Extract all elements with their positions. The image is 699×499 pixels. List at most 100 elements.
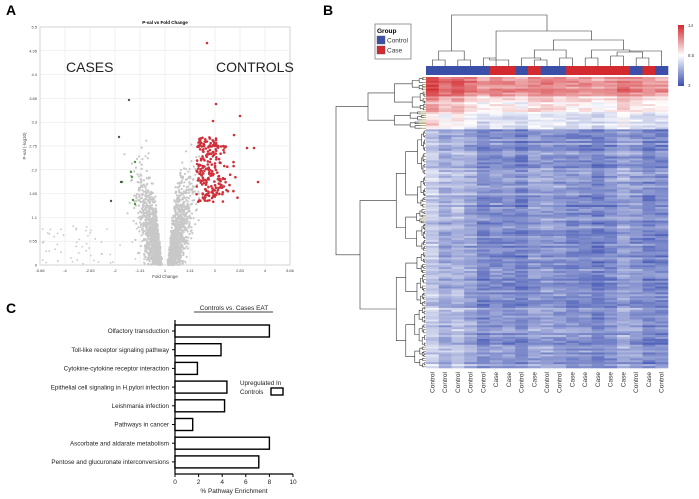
heatmap-cell [578,104,592,107]
heatmap-cell [617,106,631,109]
point-not-significant [140,207,144,210]
heatmap-cell [426,307,440,311]
point-up-in-cases [133,202,137,206]
heatmap-cell [502,92,516,95]
heatmap-cell [426,111,440,115]
heatmap-cell [604,152,618,155]
heatmap-cell [617,263,631,266]
heatmap-panel: Control Control Control Control Control Case C… [335,14,695,393]
heatmap-cell [489,88,503,91]
point-not-significant [190,188,193,191]
heatmap-cell [566,203,580,206]
heatmap-cell [617,280,631,283]
heatmap-cell [438,104,452,107]
heatmap-cell [578,296,592,299]
point-not-significant [183,172,187,176]
heatmap-cell [604,305,618,309]
heatmap-cell [540,284,554,287]
column-label: Control [442,371,449,393]
heatmap-cell [553,129,567,132]
heatmap-cell [629,218,643,221]
heatmap-cell [489,309,503,313]
heatmap-cell [451,160,465,163]
point-not-significant [183,181,186,184]
point-not-significant [178,185,181,189]
heatmap-cell [566,80,580,84]
heatmap-cell [604,119,618,122]
point-up-in-controls [213,162,217,165]
heatmap-cell [553,232,567,235]
heatmap-cell [617,121,631,124]
heatmap-cell [566,177,580,181]
heatmap-cell [591,236,605,239]
heatmap-cell [578,271,592,274]
heatmap-cell [476,162,490,165]
heatmap-cell [642,294,656,297]
heatmap-cell [464,172,478,175]
heatmap-cell [655,106,669,109]
heatmap-cell [566,131,580,134]
heatmap-cell [591,307,605,311]
point-not-significant [144,185,147,188]
heatmap-cell [655,133,669,136]
heatmap-cell [566,220,580,223]
heatmap-cell [438,82,452,86]
heatmap-cell [527,226,541,229]
heatmap-cell [566,286,580,289]
y-tick-label: 1.65 [29,191,38,196]
point-up-in-controls [213,180,216,183]
heatmap-cell [540,288,554,291]
heatmap-cell [451,170,465,173]
heatmap-cell [629,191,643,194]
heatmap-cell [438,187,452,190]
heatmap-cell [642,317,656,320]
point-up-in-controls [220,183,223,187]
x-tick-label: -4 [63,268,67,273]
heatmap-cell [604,263,618,266]
heatmap-cell [502,162,516,165]
heatmap-cell [578,84,592,87]
heatmap-cell [578,90,592,93]
heatmap-cell [476,187,490,190]
heatmap-cell [629,317,643,320]
heatmap-cell [553,222,567,225]
heatmap-cell [566,245,580,249]
point-not-significant [147,232,150,235]
point-not-significant [182,202,185,205]
point-not-significant [182,192,185,195]
heatmap-cell [515,197,529,200]
heatmap-cell [438,144,452,148]
heatmap-cell [426,92,440,95]
point-not-significant [135,200,138,203]
heatmap-cell [566,119,580,122]
heatmap-cell [540,148,554,152]
heatmap-cell [655,108,669,111]
heatmap-cell [451,94,465,97]
heatmap-cell [642,226,656,229]
point-not-significant [144,155,147,158]
heatmap-cell [553,238,567,241]
heatmap-cell [438,199,452,202]
column-group-cell [540,66,554,75]
heatmap-cell [655,317,669,320]
heatmap-cell [515,319,529,322]
point-not-significant [130,178,134,181]
point-not-significant [182,195,186,198]
heatmap-cell [591,199,605,202]
heatmap-cell [464,160,478,163]
heatmap-cell [591,232,605,235]
heatmap-cell [604,292,618,295]
heatmap-cell [655,294,669,297]
heatmap-cell [438,77,452,80]
point-not-significant [192,217,195,220]
heatmap-cell [527,272,541,276]
heatmap-cell [591,195,605,198]
heatmap-cell [617,86,631,89]
heatmap-cell [540,239,554,243]
heatmap-cell [629,142,643,146]
heatmap-cell [629,261,643,264]
heatmap-cell [566,269,580,272]
heatmap-cell [502,269,516,272]
heatmap-cell [578,201,592,204]
heatmap-cell [655,228,669,231]
